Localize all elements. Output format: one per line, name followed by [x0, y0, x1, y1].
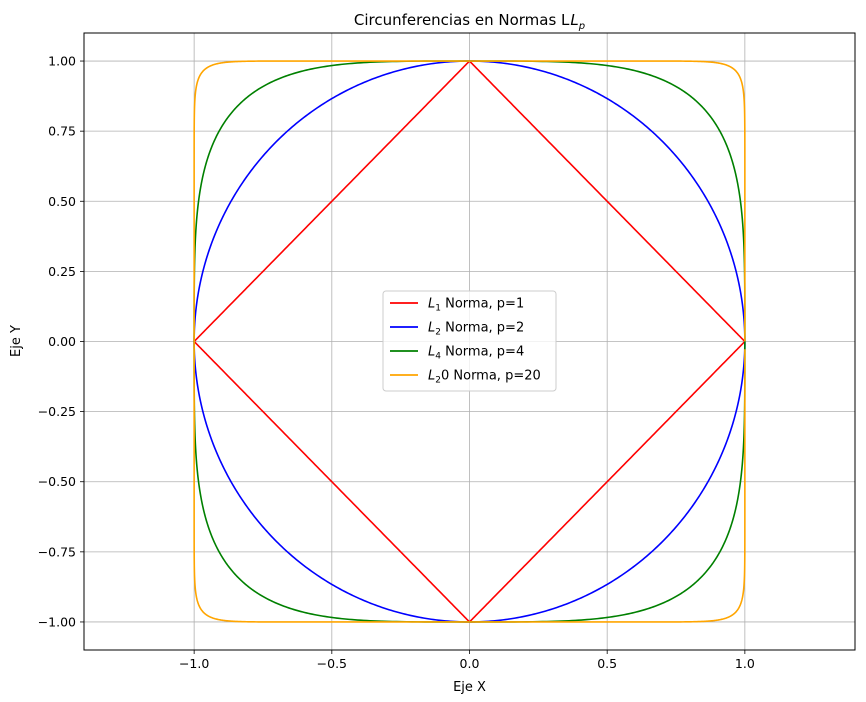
- legend-entry: L1 Norma, p=1: [428, 297, 524, 314]
- legend: L1 Norma, p=1 L2 Norma, p=2 L4 Norma, p=4 L…: [382, 290, 557, 392]
- legend-box: [382, 290, 557, 392]
- y-tick-label: −0.75: [38, 544, 76, 559]
- legend-entry: L4 Norma, p=4: [428, 345, 524, 362]
- ticks: −1.0 −0.5 0.0 0.5 1.0 −1.00 −0.75 −0.50 −0.25 0.0…: [38, 54, 755, 671]
- x-tick-label: 1.0: [735, 656, 755, 671]
- y-tick-label: −0.50: [38, 474, 76, 489]
- y-axis-label: Eje Y: [9, 325, 24, 357]
- y-tick-label: 0.00: [48, 334, 76, 349]
- y-tick-label: 0.50: [48, 194, 76, 209]
- y-tick-label: −1.00: [38, 614, 76, 629]
- x-tick-label: −0.5: [317, 656, 347, 671]
- x-axis-label: Eje X: [453, 680, 486, 695]
- series-line-p20: [193, 60, 746, 623]
- x-tick-label: 0.5: [597, 656, 617, 671]
- x-tick-label: 0.0: [460, 656, 480, 671]
- curves: [193, 60, 746, 623]
- y-tick-label: 0.75: [48, 124, 76, 139]
- y-tick-label: 1.00: [48, 54, 76, 69]
- legend-entry: L20 Norma, p=20: [428, 369, 541, 386]
- y-tick-label: 0.25: [48, 264, 76, 279]
- chart-title: Circunferencias en Normas LLp: [354, 11, 585, 32]
- y-tick-label: −0.25: [38, 404, 76, 419]
- legend-entry: L2 Norma, p=2: [428, 321, 524, 338]
- x-tick-label: −1.0: [179, 656, 209, 671]
